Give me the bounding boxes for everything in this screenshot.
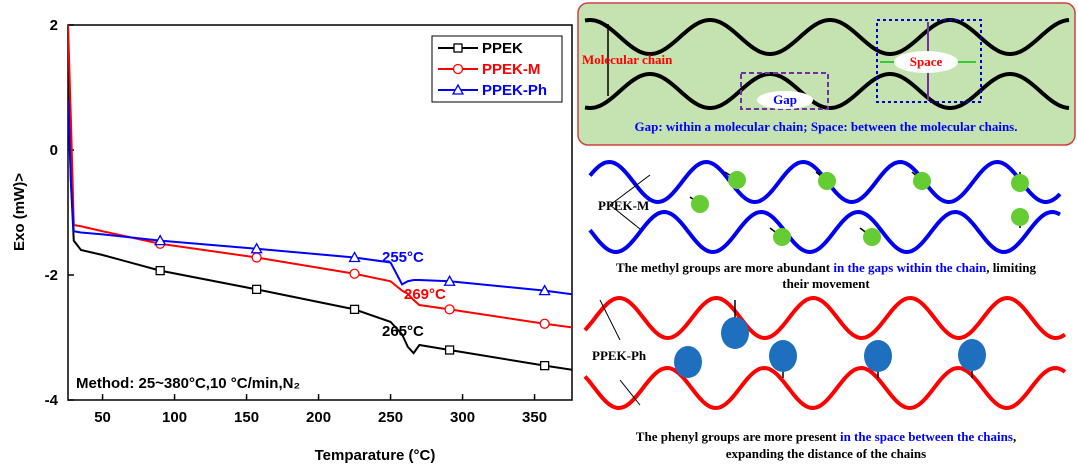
phenyl [958, 339, 986, 371]
marker [349, 304, 360, 315]
marker [452, 63, 464, 75]
label: PPEK-M [598, 198, 649, 213]
gap-box [740, 72, 829, 110]
pointer [609, 174, 651, 206]
y-tick-label: 2 [50, 17, 58, 34]
label: Space [910, 54, 943, 69]
caption-part: The methyl groups are more abundant [616, 260, 833, 275]
legend-label: PPEK-Ph [482, 82, 547, 99]
caption-part: , [1013, 429, 1016, 444]
methyl [728, 171, 746, 189]
phenyl [721, 317, 749, 349]
legend-label: PPEK [482, 40, 523, 57]
marker [444, 345, 455, 355]
line [68, 25, 572, 329]
marker [154, 234, 167, 246]
y-tick-label: -2 [45, 267, 58, 284]
line [68, 25, 572, 371]
x-tick-label: 200 [306, 409, 331, 426]
caption-part: in the gaps within the chain [833, 260, 987, 275]
methyl [1011, 174, 1029, 192]
marker [251, 252, 262, 263]
x-tick-label: 150 [234, 409, 259, 426]
annotation: 265°C [382, 323, 424, 340]
x-tick-label: 350 [522, 409, 547, 426]
caption: The methyl groups are more abundant in t… [616, 260, 1037, 275]
x-tick-label: 250 [378, 409, 403, 426]
chain [583, 295, 1067, 341]
chain [583, 365, 1067, 411]
x-tick-label: 300 [450, 409, 475, 426]
caption-part: The phenyl groups are more present [636, 429, 840, 444]
marker [451, 83, 465, 95]
caption: The phenyl groups are more present in th… [636, 429, 1016, 444]
pointer [599, 299, 621, 341]
marker [348, 251, 361, 263]
pointer [619, 379, 641, 406]
caption: expanding the distance of the chains [726, 446, 926, 461]
caption-part: , limiting [986, 260, 1036, 275]
phenyl [674, 346, 702, 378]
marker [539, 318, 550, 329]
label-bubble [757, 91, 813, 109]
methyl [818, 172, 836, 190]
y-axis-title: Exo (mW)> [11, 173, 28, 251]
caption: Gap: within a molecular chain; Space: be… [634, 119, 1017, 134]
x-axis-title: Temparature (°C) [315, 447, 436, 464]
label-bubble [894, 51, 958, 73]
caption-part: in the space between the chains [840, 429, 1013, 444]
marker [251, 284, 262, 295]
marker [443, 274, 456, 286]
methyl [1011, 208, 1029, 226]
marker [250, 242, 263, 254]
plot-frame [67, 24, 573, 401]
phenyl [769, 340, 797, 372]
methyl [773, 228, 791, 246]
annotation: Method: 25~380°C,10 °C/min,N₂ [76, 375, 300, 392]
marker [349, 268, 360, 279]
caption: their movement [782, 276, 870, 291]
marker [453, 43, 463, 53]
marker [155, 265, 165, 276]
label: Molecular chain [582, 52, 673, 67]
legend-label: PPEK-M [482, 61, 540, 78]
y-tick-label: 0 [50, 142, 58, 159]
pointer [609, 204, 641, 230]
marker [538, 284, 551, 296]
y-tick-label: -4 [45, 392, 59, 409]
label: Gap [773, 92, 797, 107]
space-box [876, 19, 982, 103]
chain [588, 209, 1061, 255]
phenyl [864, 340, 892, 372]
methyl [913, 172, 931, 190]
annotation: 255°C [382, 249, 424, 266]
line [68, 99, 572, 296]
chain [584, 18, 1070, 56]
methyl [691, 195, 709, 213]
x-tick-label: 50 [94, 409, 111, 426]
methyl [863, 228, 881, 246]
marker [539, 360, 550, 371]
x-tick-label: 100 [162, 409, 187, 426]
label: PPEK-Ph [592, 348, 647, 363]
annotation: 269°C [404, 286, 446, 303]
marker [444, 304, 455, 315]
